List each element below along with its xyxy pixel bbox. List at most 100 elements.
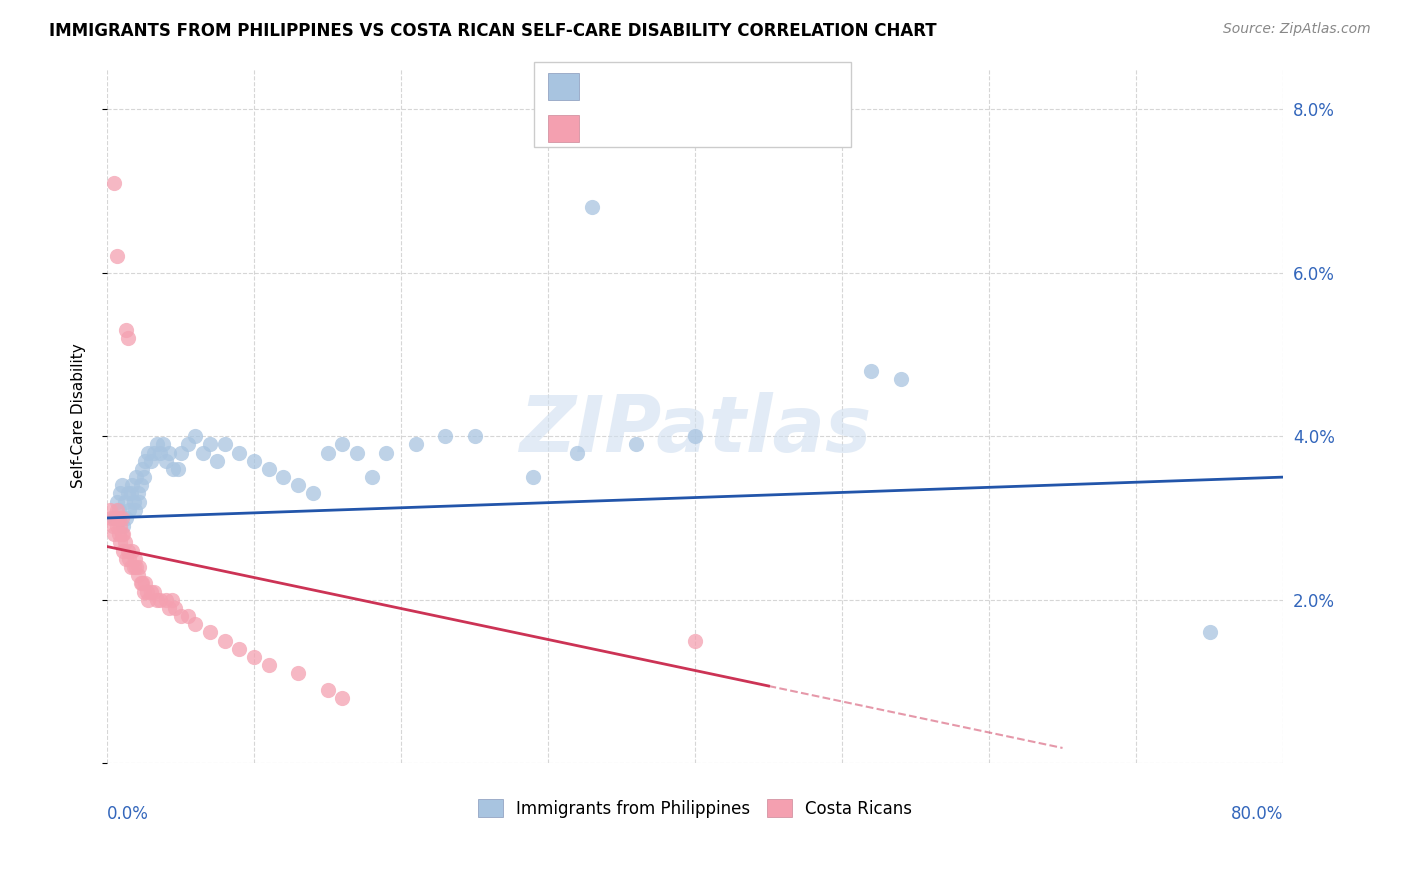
Point — [198, 437, 221, 451]
Point — [112, 519, 135, 533]
Point — [114, 494, 136, 508]
Point — [101, 519, 124, 533]
Point — [141, 454, 163, 468]
Point — [316, 682, 339, 697]
Point — [683, 429, 706, 443]
Point — [157, 600, 180, 615]
Point — [143, 584, 166, 599]
Point — [100, 511, 122, 525]
Point — [330, 690, 353, 705]
Point — [108, 503, 131, 517]
Text: 0.079: 0.079 — [636, 78, 695, 95]
Point — [132, 470, 155, 484]
Point — [146, 437, 169, 451]
Point — [177, 609, 200, 624]
Point — [98, 503, 121, 517]
Point — [149, 592, 172, 607]
Point — [125, 470, 148, 484]
Point — [162, 462, 184, 476]
Point — [121, 543, 143, 558]
Point — [128, 560, 150, 574]
Point — [110, 486, 132, 500]
Point — [131, 576, 153, 591]
Point — [105, 250, 128, 264]
Text: IMMIGRANTS FROM PHILIPPINES VS COSTA RICAN SELF-CARE DISABILITY CORRELATION CHAR: IMMIGRANTS FROM PHILIPPINES VS COSTA RIC… — [49, 22, 936, 40]
Point — [127, 486, 149, 500]
Point — [191, 445, 214, 459]
Text: Source: ZipAtlas.com: Source: ZipAtlas.com — [1223, 22, 1371, 37]
Point — [228, 641, 250, 656]
Legend: Immigrants from Philippines, Costa Ricans: Immigrants from Philippines, Costa Rican… — [471, 793, 920, 824]
Point — [346, 445, 368, 459]
Text: N =: N = — [706, 120, 754, 137]
Point — [114, 535, 136, 549]
Point — [522, 470, 544, 484]
Point — [375, 445, 398, 459]
Point — [243, 649, 266, 664]
Point — [118, 551, 141, 566]
Point — [567, 445, 589, 459]
Point — [316, 445, 339, 459]
Point — [103, 511, 125, 525]
Point — [214, 633, 236, 648]
Point — [108, 527, 131, 541]
Point — [166, 462, 188, 476]
Point — [117, 543, 139, 558]
Point — [112, 527, 135, 541]
Point — [129, 576, 152, 591]
Text: 80.0%: 80.0% — [1230, 805, 1284, 822]
Point — [207, 454, 229, 468]
Point — [103, 527, 125, 541]
Y-axis label: Self-Care Disability: Self-Care Disability — [72, 343, 86, 488]
Point — [135, 584, 157, 599]
Point — [163, 600, 186, 615]
Point — [124, 503, 146, 517]
Text: 0.0%: 0.0% — [107, 805, 149, 822]
Point — [860, 364, 883, 378]
Text: R =: R = — [593, 120, 630, 137]
Point — [136, 445, 159, 459]
Point — [683, 633, 706, 648]
Point — [115, 511, 138, 525]
Point — [120, 560, 142, 574]
Point — [405, 437, 427, 451]
Point — [111, 527, 134, 541]
Point — [157, 445, 180, 459]
Point — [105, 519, 128, 533]
Point — [149, 445, 172, 459]
Point — [128, 494, 150, 508]
Point — [134, 454, 156, 468]
Point — [141, 584, 163, 599]
Point — [118, 503, 141, 517]
Point — [117, 486, 139, 500]
Point — [257, 658, 280, 673]
Point — [143, 445, 166, 459]
Point — [129, 478, 152, 492]
Point — [103, 176, 125, 190]
Point — [110, 519, 132, 533]
Point — [121, 478, 143, 492]
Point — [115, 551, 138, 566]
Point — [131, 462, 153, 476]
Point — [360, 470, 382, 484]
Point — [127, 568, 149, 582]
Point — [122, 560, 145, 574]
Point — [117, 331, 139, 345]
Text: -0.203: -0.203 — [636, 120, 695, 137]
Point — [111, 511, 134, 525]
Point — [125, 560, 148, 574]
Point — [257, 462, 280, 476]
Point — [115, 323, 138, 337]
Point — [890, 372, 912, 386]
Point — [104, 511, 127, 525]
Point — [184, 617, 207, 632]
Text: 58: 58 — [755, 78, 778, 95]
Text: N =: N = — [706, 78, 754, 95]
Point — [464, 429, 486, 443]
Point — [124, 551, 146, 566]
Point — [108, 511, 131, 525]
Point — [169, 609, 191, 624]
Point — [169, 445, 191, 459]
Point — [214, 437, 236, 451]
Point — [155, 454, 177, 468]
